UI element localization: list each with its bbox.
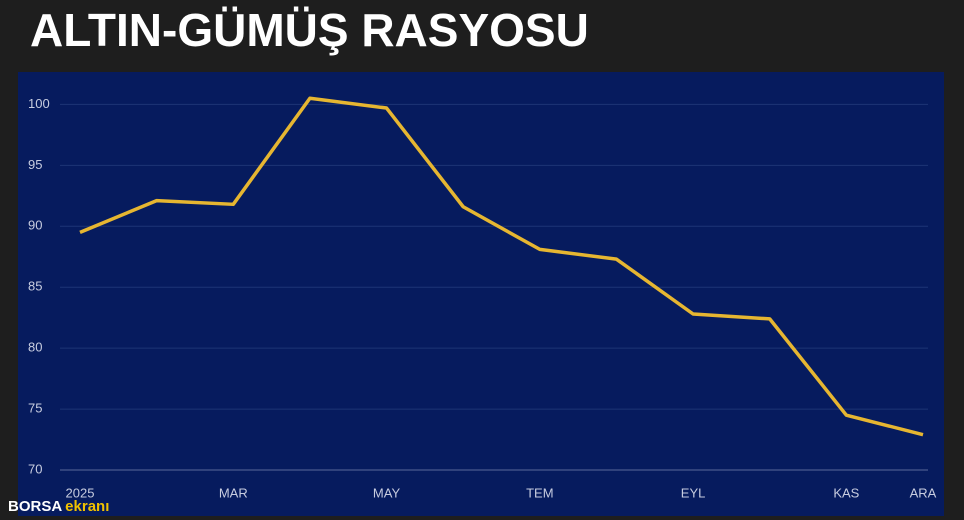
- y-tick-label: 80: [28, 340, 42, 355]
- data-line: [79, 96, 924, 437]
- watermark-suffix: ekranı: [65, 498, 109, 515]
- y-tick-label: 70: [28, 461, 42, 476]
- x-tick-label: TEM: [526, 485, 553, 500]
- x-tick-label: 2025: [66, 485, 95, 500]
- plot-panel: [18, 72, 944, 516]
- x-tick-label: MAY: [373, 485, 401, 500]
- y-tick-label: 95: [28, 157, 42, 172]
- watermark: BORSA ekranı: [8, 498, 109, 515]
- y-tick-label: 100: [28, 96, 50, 111]
- watermark-brand: BORSA: [8, 498, 62, 515]
- x-tick-label: ARA: [910, 485, 937, 500]
- y-tick-label: 75: [28, 401, 42, 416]
- x-tick-label: EYL: [681, 485, 706, 500]
- y-tick-label: 85: [28, 279, 42, 294]
- chart-title: ALTIN-GÜMÜŞ RASYOSU: [30, 4, 589, 56]
- x-tick-label: KAS: [833, 485, 859, 500]
- y-tick-label: 90: [28, 218, 42, 233]
- x-tick-label: MAR: [219, 485, 248, 500]
